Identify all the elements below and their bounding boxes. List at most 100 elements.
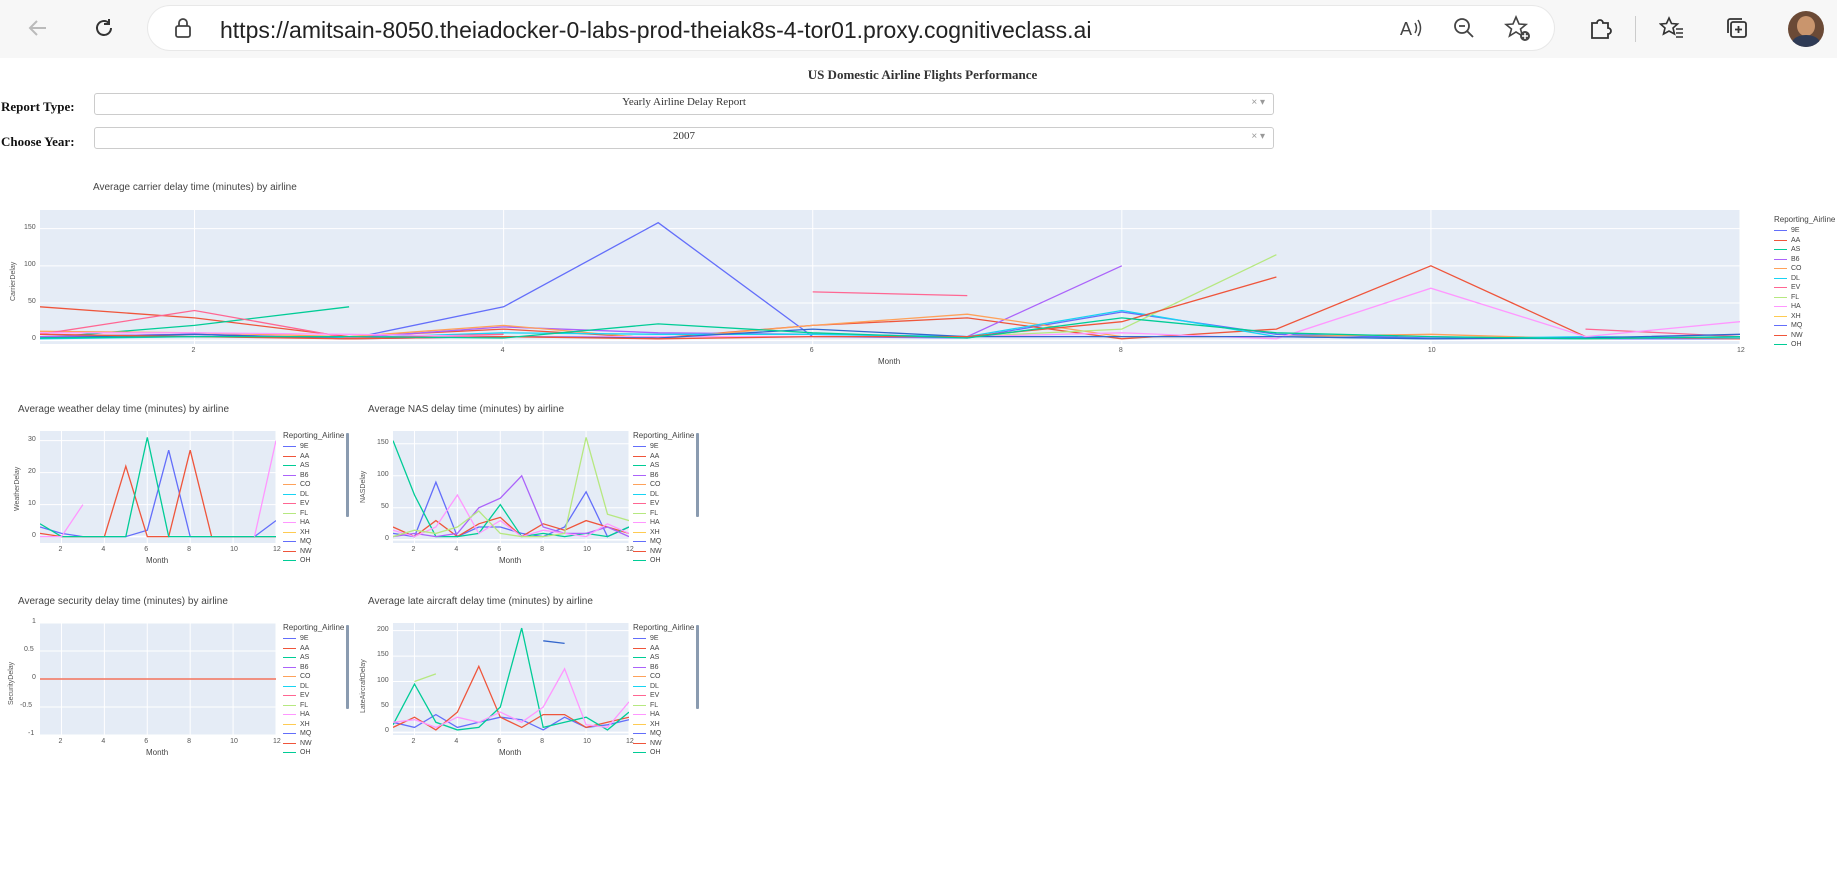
- legend-item[interactable]: 9E: [633, 634, 694, 644]
- legend-item[interactable]: FL: [1774, 293, 1835, 303]
- legend-item[interactable]: CO: [1774, 264, 1835, 274]
- legend-item[interactable]: XH: [283, 528, 344, 538]
- weather-plot-area[interactable]: [40, 431, 276, 543]
- legend-item[interactable]: CO: [633, 480, 694, 490]
- legend-item[interactable]: AS: [633, 653, 694, 663]
- legend-item[interactable]: FL: [283, 509, 344, 519]
- collections-icon[interactable]: [1719, 10, 1755, 46]
- weather-series-aa[interactable]: [40, 450, 276, 538]
- legend-item[interactable]: HA: [633, 518, 694, 528]
- nas-series-aa[interactable]: [393, 516, 629, 538]
- legend-item[interactable]: CO: [283, 480, 344, 490]
- add-favorite-icon[interactable]: [1503, 14, 1532, 48]
- carrier-series-ev[interactable]: [40, 291, 1740, 339]
- legend-item[interactable]: DL: [633, 682, 694, 692]
- legend-item[interactable]: 9E: [633, 442, 694, 452]
- refresh-icon[interactable]: [86, 10, 122, 46]
- carrier-series-oh[interactable]: [40, 317, 1740, 340]
- late-series-ha[interactable]: [393, 667, 629, 729]
- legend-item[interactable]: 9E: [283, 442, 344, 452]
- legend-item[interactable]: FL: [633, 701, 694, 711]
- legend-scrollbar[interactable]: [346, 625, 349, 709]
- legend-item[interactable]: XH: [1774, 312, 1835, 322]
- legend-item[interactable]: OH: [283, 556, 344, 566]
- legend-item[interactable]: HA: [283, 518, 344, 528]
- report-type-dropdown[interactable]: Yearly Airline Delay Report × ▾: [94, 93, 1274, 115]
- nas-series-ha[interactable]: [393, 493, 629, 538]
- legend-item[interactable]: EV: [633, 691, 694, 701]
- legend-item[interactable]: NW: [633, 547, 694, 557]
- legend-item[interactable]: XH: [633, 720, 694, 730]
- legend-item[interactable]: NW: [1774, 331, 1835, 341]
- read-aloud-icon[interactable]: A: [1398, 15, 1424, 46]
- legend-item[interactable]: AA: [283, 452, 344, 462]
- legend-item[interactable]: AA: [1774, 236, 1835, 246]
- address-bar[interactable]: https://amitsain-8050.theiadocker-0-labs…: [148, 6, 1554, 50]
- legend-scrollbar[interactable]: [696, 625, 699, 709]
- legend-item[interactable]: AA: [633, 644, 694, 654]
- legend-item[interactable]: FL: [633, 509, 694, 519]
- legend-item[interactable]: AS: [633, 461, 694, 471]
- url-text[interactable]: https://amitsain-8050.theiadocker-0-labs…: [220, 17, 1092, 43]
- chevron-down-icon[interactable]: ▾: [1259, 131, 1265, 142]
- back-arrow-icon[interactable]: [20, 10, 56, 46]
- legend-item[interactable]: MQ: [633, 729, 694, 739]
- legend-item[interactable]: CO: [633, 672, 694, 682]
- legend-item[interactable]: XH: [283, 720, 344, 730]
- legend-item[interactable]: EV: [283, 499, 344, 509]
- legend-item[interactable]: MQ: [283, 537, 344, 547]
- chevron-down-icon[interactable]: ▾: [1259, 97, 1265, 108]
- legend-item[interactable]: NW: [633, 739, 694, 749]
- lock-icon[interactable]: [174, 17, 192, 44]
- late-series-oh[interactable]: [393, 627, 629, 731]
- legend-item[interactable]: OH: [283, 748, 344, 758]
- legend-scrollbar[interactable]: [346, 433, 349, 517]
- nas-series-b6[interactable]: [393, 474, 629, 538]
- legend-item[interactable]: FL: [283, 701, 344, 711]
- carrier-series-fl[interactable]: [967, 254, 1277, 338]
- legend-item[interactable]: HA: [633, 710, 694, 720]
- legend-item[interactable]: NW: [283, 547, 344, 557]
- weather-series-oh[interactable]: [40, 437, 276, 538]
- legend-item[interactable]: DL: [633, 490, 694, 500]
- legend-item[interactable]: AS: [283, 461, 344, 471]
- carrier-plot-area[interactable]: [40, 210, 1740, 344]
- legend-item[interactable]: AA: [633, 452, 694, 462]
- legend-item[interactable]: MQ: [1774, 321, 1835, 331]
- legend-item[interactable]: DL: [283, 490, 344, 500]
- nas-series-fl[interactable]: [393, 437, 629, 538]
- weather-series-9e[interactable]: [40, 450, 276, 538]
- legend-item[interactable]: B6: [283, 663, 344, 673]
- legend-item[interactable]: HA: [283, 710, 344, 720]
- nas-series-9e[interactable]: [393, 480, 629, 538]
- legend-item[interactable]: B6: [633, 471, 694, 481]
- legend-item[interactable]: OH: [633, 556, 694, 566]
- legend-item[interactable]: HA: [1774, 302, 1835, 312]
- legend-item[interactable]: AS: [283, 653, 344, 663]
- late-series-fl[interactable]: [414, 673, 437, 683]
- weather-series-ha[interactable]: [40, 440, 276, 538]
- legend-item[interactable]: AS: [1774, 245, 1835, 255]
- legend-item[interactable]: OH: [633, 748, 694, 758]
- legend-item[interactable]: NW: [283, 739, 344, 749]
- carrier-series-nw[interactable]: [40, 276, 1277, 340]
- legend-item[interactable]: MQ: [283, 729, 344, 739]
- legend-item[interactable]: XH: [633, 528, 694, 538]
- carrier-series-b6[interactable]: [40, 265, 1123, 339]
- legend-item[interactable]: B6: [283, 471, 344, 481]
- year-dropdown[interactable]: 2007 × ▾: [94, 127, 1274, 149]
- legend-item[interactable]: B6: [633, 663, 694, 673]
- zoom-out-icon[interactable]: [1451, 15, 1477, 46]
- legend-item[interactable]: EV: [1774, 283, 1835, 293]
- carrier-series-as[interactable]: [40, 306, 350, 339]
- carrier-series-dl[interactable]: [40, 309, 1740, 340]
- clear-icon[interactable]: ×: [1251, 97, 1258, 108]
- legend-item[interactable]: EV: [283, 691, 344, 701]
- legend-item[interactable]: AA: [283, 644, 344, 654]
- legend-item[interactable]: OH: [1774, 340, 1835, 350]
- legend-item[interactable]: DL: [1774, 274, 1835, 284]
- profile-avatar[interactable]: [1788, 11, 1824, 47]
- extensions-icon[interactable]: [1582, 10, 1618, 46]
- late-series-mq[interactable]: [543, 640, 565, 645]
- legend-item[interactable]: 9E: [283, 634, 344, 644]
